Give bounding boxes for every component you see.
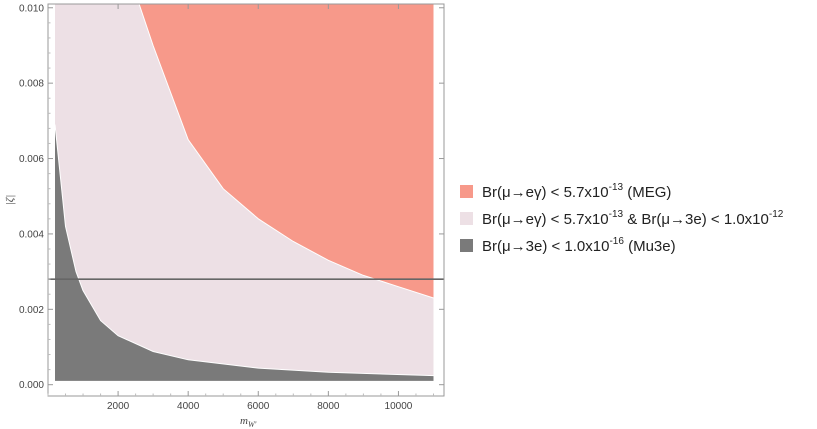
x-tick-label-6000: 6000 bbox=[247, 401, 270, 412]
y-tick-label-4: 0.008 bbox=[19, 79, 44, 90]
y-tick-label-1: 0.002 bbox=[19, 305, 44, 316]
x-axis-label-subscript: W' bbox=[248, 420, 257, 429]
y-tick-label-3: 0.006 bbox=[19, 154, 44, 165]
region-meg bbox=[139, 4, 434, 298]
x-tick-label-2000: 2000 bbox=[107, 401, 130, 412]
y-tick-label-0: 0.000 bbox=[19, 380, 44, 391]
x-tick-label-10000: 10000 bbox=[385, 401, 413, 412]
plot-frame bbox=[47, 3, 445, 397]
y-tick-label-2: 0.004 bbox=[19, 229, 44, 240]
legend-label-mu3e: Br(μ→3e) < 1.0x10-16 (Mu3e) bbox=[482, 235, 676, 255]
legend-swatch-mu3e bbox=[460, 239, 473, 252]
mu3e-boundary bbox=[54, 124, 434, 377]
y-tick-label-5: 0.010 bbox=[19, 3, 44, 14]
region-mu3e bbox=[55, 124, 434, 381]
legend-label-meg: Br(μ→eγ) < 5.7x10-13 (MEG) bbox=[482, 181, 672, 201]
legend-swatch-combined bbox=[460, 212, 473, 225]
plot-area: 2000 4000 6000 8000 10000 0.000 0.002 0.004 0.00… bbox=[19, 3, 445, 412]
legend-item-combined: Br(μ→eγ) < 5.7x10-13 & Br(μ→3e) < 1.0x10… bbox=[460, 205, 783, 232]
y-axis-label: |ζ| bbox=[4, 195, 16, 206]
legend-item-mu3e: Br(μ→3e) < 1.0x10-16 (Mu3e) bbox=[460, 232, 783, 259]
legend-item-meg: Br(μ→eγ) < 5.7x10-13 (MEG) bbox=[460, 178, 783, 205]
legend: Br(μ→eγ) < 5.7x10-13 (MEG) Br(μ→eγ) < 5.… bbox=[460, 178, 783, 259]
x-axis-label: mW' bbox=[240, 415, 257, 429]
meg-boundary bbox=[138, 4, 434, 299]
x-tick-label-4000: 4000 bbox=[177, 401, 200, 412]
legend-label-combined: Br(μ→eγ) < 5.7x10-13 & Br(μ→3e) < 1.0x10… bbox=[482, 208, 784, 228]
x-axis-label-main: m bbox=[240, 415, 248, 427]
x-tick-label-8000: 8000 bbox=[317, 401, 340, 412]
legend-swatch-meg bbox=[460, 185, 473, 198]
